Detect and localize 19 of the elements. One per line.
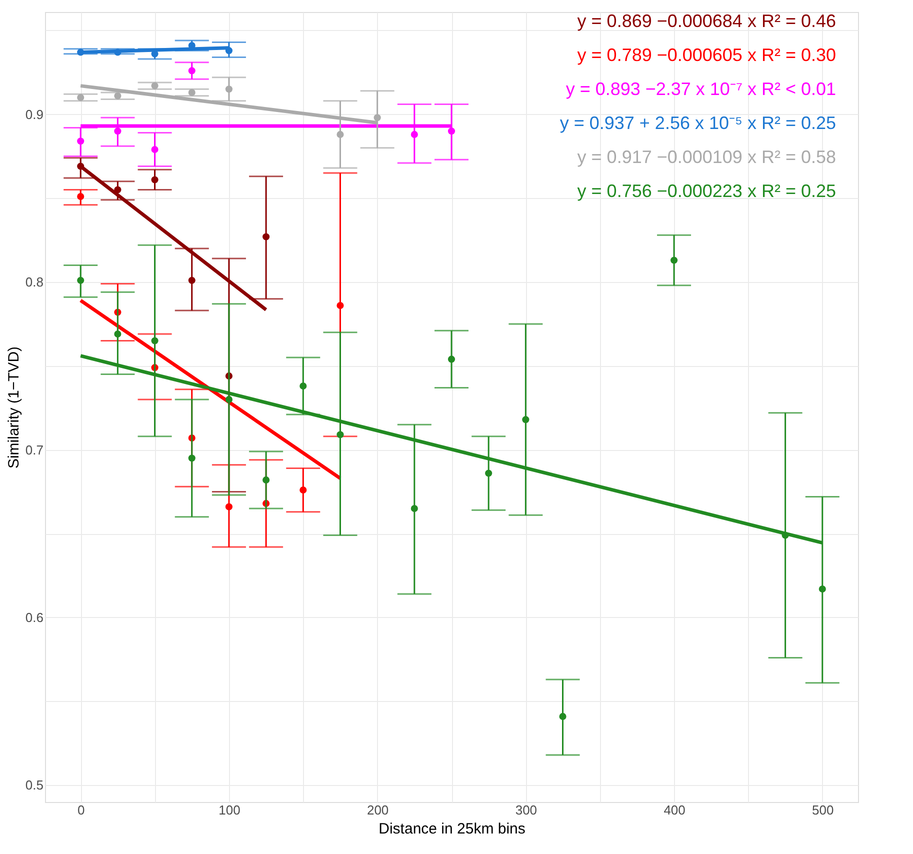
x-tick-label: 400 (664, 802, 686, 818)
x-tick-label: 0 (77, 802, 85, 818)
x-tick-label: 100 (218, 802, 240, 818)
annotation: y = 0.917 −0.000109 x R² = 0.58 (577, 147, 836, 167)
y-tick-label: 0.7 (25, 442, 44, 458)
annotation: y = 0.789 −0.000605 x R² = 0.30 (577, 45, 836, 65)
y-tick-label: 0.9 (25, 106, 44, 122)
x-axis-title: Distance in 25km bins (378, 820, 526, 838)
annotation: y = 0.869 −0.000684 x R² = 0.46 (577, 11, 836, 31)
y-axis-title: Similarity (1−TVD) (5, 346, 22, 469)
annotation: y = 0.756 −0.000223 x R² = 0.25 (577, 181, 836, 201)
y-tick-label: 0.5 (25, 778, 44, 793)
y-tick-label: 0.6 (25, 610, 44, 625)
x-tick-label: 500 (812, 802, 834, 818)
y-tick-label: 0.8 (25, 274, 44, 290)
annotation: y = 0.893 −2.37 x 10⁻⁷ x R² < 0.01 (566, 79, 836, 99)
x-tick-label: 300 (515, 802, 538, 818)
x-tick-label: 200 (366, 802, 389, 818)
annotation: y = 0.937 + 2.56 x 10⁻⁵ x R² = 0.25 (560, 113, 836, 133)
